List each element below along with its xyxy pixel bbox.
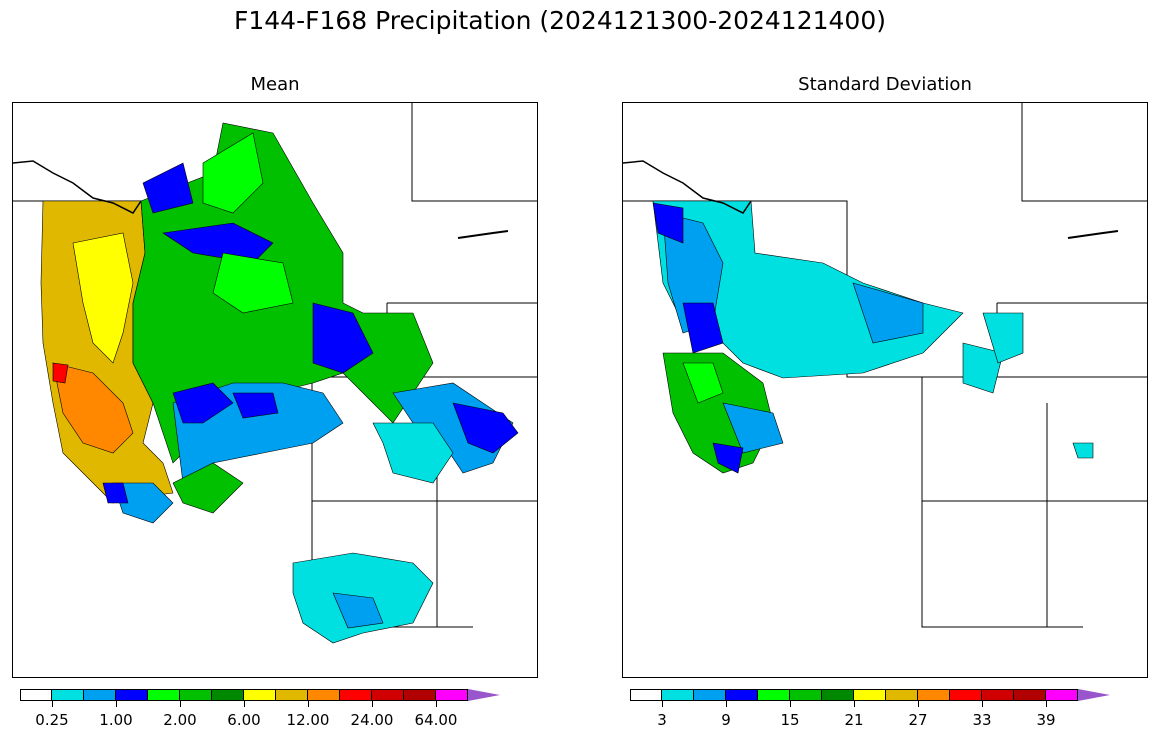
panel-title-mean: Mean xyxy=(250,74,300,95)
colorbar-tick-mark xyxy=(1046,701,1047,707)
colorbar-tick-mark xyxy=(372,701,373,707)
colorbar-tick-label: 0.25 xyxy=(35,711,69,729)
colorbar-tick-label: 9 xyxy=(721,711,731,729)
colorbar-segment xyxy=(404,689,436,701)
colorbar-segment xyxy=(918,689,950,701)
colorbar-tick-mark xyxy=(662,701,663,707)
panel-title-std: Standard Deviation xyxy=(798,74,972,95)
colorbar-segment xyxy=(468,689,500,701)
colorbar-segment xyxy=(822,689,854,701)
mean-map xyxy=(12,102,538,678)
colorbar-tick-label: 33 xyxy=(972,711,992,729)
colorbar-segment xyxy=(758,689,790,701)
colorbar-tick-label: 64.00 xyxy=(414,711,458,729)
colorbar-segment xyxy=(1014,689,1046,701)
figure-title: F144-F168 Precipitation (2024121300-2024… xyxy=(233,6,886,35)
colorbar-tick-label: 3 xyxy=(657,711,667,729)
colorbar-tick-mark xyxy=(116,701,117,707)
colorbar-tick-label: 24.00 xyxy=(350,711,394,729)
colorbar-tick-mark xyxy=(180,701,181,707)
colorbar-tick-mark xyxy=(308,701,309,707)
colorbar-segment xyxy=(886,689,918,701)
colorbar-tick-label: 2.00 xyxy=(163,711,197,729)
colorbar-tick-label: 15 xyxy=(780,711,800,729)
colorbar-tick-label: 12.00 xyxy=(286,711,330,729)
colorbar-tick-mark xyxy=(244,701,245,707)
colorbar-segment xyxy=(854,689,886,701)
colorbar-tick-label: 6.00 xyxy=(227,711,261,729)
colorbar-segment xyxy=(212,689,244,701)
colorbar-tick-mark xyxy=(52,701,53,707)
colorbar-tick-label: 21 xyxy=(844,711,864,729)
std-colorbar xyxy=(630,689,1110,701)
colorbar-segment xyxy=(694,689,726,701)
colorbar-tick-mark xyxy=(726,701,727,707)
colorbar-segment xyxy=(116,689,148,701)
colorbar-segment xyxy=(1078,689,1110,701)
colorbar-segment xyxy=(1046,689,1078,701)
colorbar-segment xyxy=(662,689,694,701)
colorbar-segment xyxy=(148,689,180,701)
colorbar-tick-label: 39 xyxy=(1036,711,1056,729)
colorbar-tick-label: 1.00 xyxy=(99,711,133,729)
colorbar-segment xyxy=(340,689,372,701)
colorbar-segment xyxy=(276,689,308,701)
colorbar-segment xyxy=(308,689,340,701)
colorbar-tick-mark xyxy=(982,701,983,707)
colorbar-segment xyxy=(790,689,822,701)
colorbar-tick-mark xyxy=(918,701,919,707)
colorbar-segment xyxy=(982,689,1014,701)
colorbar-segment xyxy=(20,689,52,701)
colorbar-segment xyxy=(180,689,212,701)
colorbar-segment xyxy=(630,689,662,701)
colorbar-tick-mark xyxy=(790,701,791,707)
colorbar-segment xyxy=(372,689,404,701)
colorbar-segment xyxy=(726,689,758,701)
mean-colorbar xyxy=(20,689,500,701)
colorbar-segment xyxy=(436,689,468,701)
colorbar-segment xyxy=(950,689,982,701)
colorbar-tick-mark xyxy=(854,701,855,707)
colorbar-segment xyxy=(244,689,276,701)
colorbar-tick-mark xyxy=(436,701,437,707)
colorbar-segment xyxy=(84,689,116,701)
std-map xyxy=(622,102,1148,678)
colorbar-tick-label: 27 xyxy=(908,711,928,729)
colorbar-segment xyxy=(52,689,84,701)
